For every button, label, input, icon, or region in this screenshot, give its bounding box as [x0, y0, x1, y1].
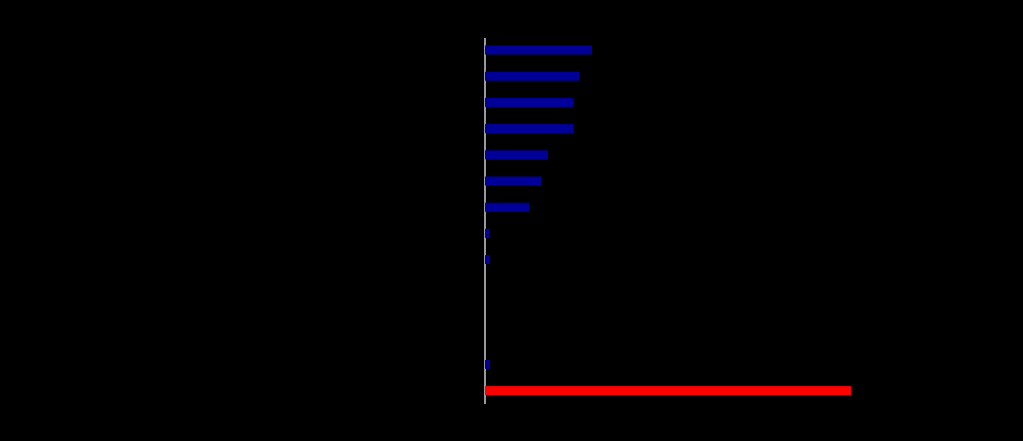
- bar: [485, 202, 529, 212]
- bar: [485, 45, 592, 55]
- bar: [485, 228, 490, 238]
- bar: [485, 176, 541, 186]
- bar: [485, 386, 851, 396]
- bar: [485, 359, 490, 369]
- bar: [485, 97, 573, 107]
- bar: [485, 150, 548, 160]
- bar: [485, 124, 573, 134]
- bar: [485, 71, 579, 81]
- bar: [485, 255, 490, 265]
